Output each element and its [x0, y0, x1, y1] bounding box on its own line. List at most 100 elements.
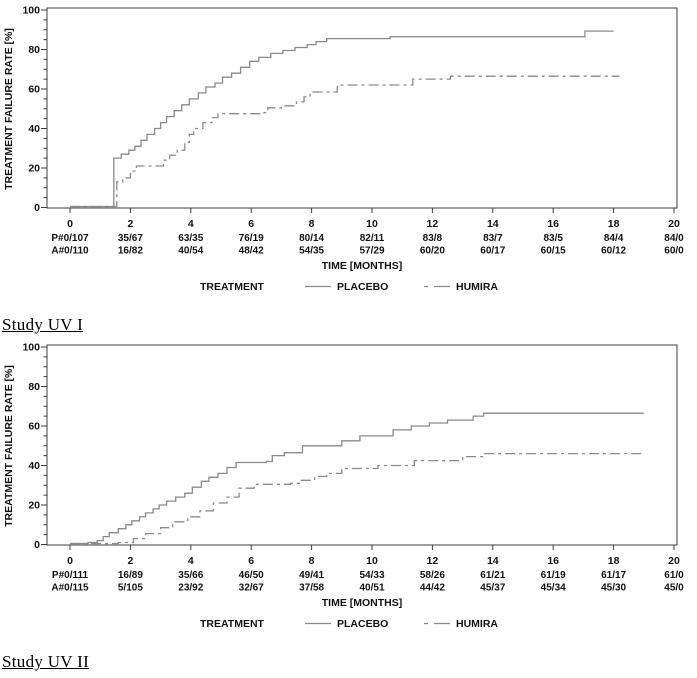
- legend-title: TREATMENT: [200, 618, 265, 630]
- at-risk-placebo-cell: 82/11: [360, 233, 385, 244]
- x-tick-label: 10: [366, 555, 378, 567]
- km-chart-uv2: 0 20 40 60 80 100 0 P#0/111 A#0/115 2 16/89 5/105 4 3…: [0, 337, 697, 649]
- humira-curve: [70, 452, 644, 545]
- y-tick-label: 60: [28, 421, 40, 433]
- at-risk-humira-cell: 60/0: [664, 246, 684, 257]
- x-tick-label: 6: [248, 555, 254, 567]
- x-axis-title: TIME [MONTHS]: [322, 597, 403, 609]
- legend-placebo-label: PLACEBO: [337, 618, 388, 630]
- km-plot-uv1: 0 20 40 60 80 100 0 P#0/107 A#0/110 2 35/67 16/82 4 6…: [3, 5, 684, 294]
- at-risk-humira-cell: 45/30: [601, 583, 626, 594]
- km-plot-uv2: 0 20 40 60 80 100 0 P#0/111 A#0/115 2 16/89 5/105 4 3…: [3, 342, 684, 631]
- at-risk-placebo-cell: P#0/111: [52, 570, 89, 581]
- at-risk-placebo-cell: 83/7: [483, 233, 503, 244]
- at-risk-humira-cell: 23/92: [178, 583, 203, 594]
- x-tick-label: 18: [608, 555, 620, 567]
- at-risk-humira-cell: 60/20: [420, 246, 445, 257]
- at-risk-placebo-cell: 46/50: [239, 570, 264, 581]
- at-risk-placebo-cell: 49/41: [299, 570, 324, 581]
- at-risk-placebo-cell: 54/33: [359, 570, 384, 581]
- at-risk-humira-cell: 60/15: [541, 246, 566, 257]
- at-risk-placebo-cell: 35/66: [178, 570, 203, 581]
- at-risk-placebo-cell: 76/19: [239, 233, 264, 244]
- at-risk-placebo-cell: 61/17: [601, 570, 626, 581]
- at-risk-humira-cell: 44/42: [420, 583, 445, 594]
- x-tick-label: 16: [547, 555, 559, 567]
- study-uv2-caption: Study UV II: [2, 652, 90, 671]
- y-tick-label: 40: [28, 460, 40, 472]
- x-tick-label: 12: [427, 218, 439, 230]
- at-risk-placebo-cell: 84/0: [664, 233, 684, 244]
- y-tick-label: 0: [34, 202, 40, 214]
- y-tick-label: 100: [22, 5, 40, 17]
- at-risk-placebo-cell: 35/67: [118, 233, 143, 244]
- x-tick-label: 8: [309, 555, 315, 567]
- at-risk-placebo-cell: 61/21: [480, 570, 505, 581]
- y-tick-label: 60: [28, 84, 40, 96]
- legend-title: TREATMENT: [200, 281, 265, 293]
- at-risk-humira-cell: 40/54: [178, 246, 203, 257]
- x-tick-label: 12: [427, 555, 439, 567]
- at-risk-humira-cell: 60/17: [480, 246, 505, 257]
- at-risk-placebo-cell: P#0/107: [51, 233, 89, 244]
- placebo-curve: [70, 412, 644, 545]
- legend-humira-label: HUMIRA: [456, 281, 498, 293]
- x-tick-label: 0: [67, 555, 73, 567]
- x-tick-label: 14: [487, 218, 499, 230]
- at-risk-humira-cell: 32/67: [239, 583, 264, 594]
- at-risk-placebo-cell: 84/4: [604, 233, 624, 244]
- x-tick-label: 20: [668, 555, 680, 567]
- at-risk-humira-cell: 37/58: [299, 583, 324, 594]
- x-tick-label: 16: [547, 218, 559, 230]
- y-tick-label: 80: [28, 44, 40, 56]
- at-risk-humira-cell: A#0/110: [51, 246, 89, 257]
- at-risk-placebo-cell: 83/8: [423, 233, 443, 244]
- at-risk-placebo-cell: 61/19: [541, 570, 566, 581]
- km-chart-uv1: 0 20 40 60 80 100 0 P#0/107 A#0/110 2 35/67 16/82 4 6…: [0, 0, 697, 312]
- at-risk-placebo-cell: 63/35: [178, 233, 203, 244]
- placebo-curve: [70, 30, 614, 208]
- x-tick-label: 0: [67, 218, 73, 230]
- y-tick-label: 40: [28, 123, 40, 135]
- at-risk-placebo-cell: 80/14: [299, 233, 324, 244]
- y-axis-title: TREATMENT FAILURE RATE [%]: [3, 28, 15, 190]
- at-risk-humira-cell: 57/29: [359, 246, 384, 257]
- x-tick-label: 18: [608, 218, 620, 230]
- y-axis-title: TREATMENT FAILURE RATE [%]: [3, 365, 15, 527]
- at-risk-humira-cell: 5/105: [118, 583, 143, 594]
- at-risk-humira-cell: 40/51: [359, 583, 384, 594]
- legend-placebo-label: PLACEBO: [337, 281, 388, 293]
- y-tick-label: 20: [28, 500, 40, 512]
- at-risk-placebo-cell: 16/89: [118, 570, 143, 581]
- x-tick-label: 6: [248, 218, 254, 230]
- at-risk-humira-cell: 16/82: [118, 246, 143, 257]
- legend-humira-label: HUMIRA: [456, 618, 498, 630]
- x-axis-title: TIME [MONTHS]: [322, 260, 403, 272]
- x-tick-label: 4: [188, 218, 194, 230]
- y-tick-label: 100: [22, 342, 40, 354]
- x-tick-label: 8: [309, 218, 315, 230]
- at-risk-humira-cell: 45/34: [541, 583, 566, 594]
- at-risk-humira-cell: 60/12: [601, 246, 626, 257]
- x-tick-label: 2: [127, 218, 133, 230]
- x-tick-label: 2: [127, 555, 133, 567]
- y-tick-label: 0: [34, 539, 40, 551]
- x-tick-label: 20: [668, 218, 680, 230]
- plot-frame: [46, 7, 678, 209]
- at-risk-humira-cell: A#0/115: [51, 583, 89, 594]
- at-risk-placebo-cell: 61/0: [664, 570, 684, 581]
- at-risk-humira-cell: 48/42: [239, 246, 264, 257]
- plot-frame: [46, 344, 678, 546]
- at-risk-humira-cell: 54/35: [299, 246, 324, 257]
- x-tick-label: 4: [188, 555, 194, 567]
- y-tick-label: 80: [28, 381, 40, 393]
- x-tick-label: 14: [487, 555, 499, 567]
- at-risk-placebo-cell: 58/26: [420, 570, 445, 581]
- at-risk-humira-cell: 45/0: [664, 583, 684, 594]
- at-risk-humira-cell: 45/37: [480, 583, 505, 594]
- study-uv1-caption: Study UV I: [2, 315, 84, 334]
- humira-curve: [70, 75, 620, 208]
- x-tick-label: 10: [366, 218, 378, 230]
- y-tick-label: 20: [28, 163, 40, 175]
